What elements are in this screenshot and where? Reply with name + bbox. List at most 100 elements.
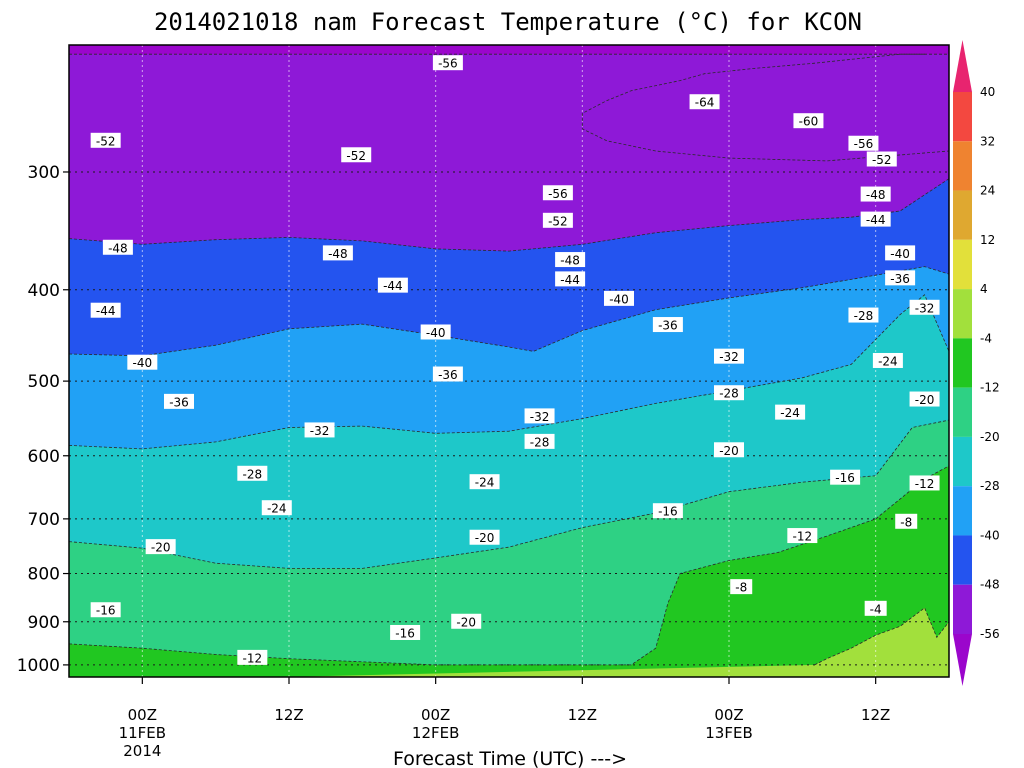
contour-label-box (730, 579, 753, 595)
contour-label-box (164, 393, 194, 409)
contour-label: -36 (885, 270, 916, 286)
colorbar-box (953, 486, 972, 536)
contour-label: -44 (860, 211, 891, 227)
contour-label: -28 (848, 307, 879, 323)
contour-label-box (127, 354, 158, 370)
contour-label: -28 (237, 465, 268, 481)
contour-label: -20 (469, 529, 500, 545)
contour-label-text: -24 (878, 354, 898, 368)
contour-fills (69, 45, 949, 677)
contour-label: -8 (730, 579, 753, 595)
contour-label-box (469, 474, 500, 490)
contour-label: -16 (390, 624, 421, 640)
contour-label: -24 (469, 474, 500, 490)
contour-label-text: -40 (609, 292, 629, 306)
colorbar-box (953, 387, 972, 437)
y-tick-label: 1000 (17, 656, 60, 676)
contour-label-text: -16 (658, 505, 678, 519)
contour-label-text: -8 (735, 581, 747, 595)
contour-label-box (909, 391, 940, 407)
contour-label: -16 (830, 469, 861, 485)
chart-title: 2014021018 nam Forecast Temperature (°C)… (154, 8, 862, 36)
contour-label-box (524, 433, 555, 449)
contour-label: -56 (542, 185, 573, 201)
contour-label-box (860, 186, 891, 202)
contour-label-box (341, 147, 372, 163)
contour-label: -48 (860, 186, 891, 202)
contour-label-box (860, 211, 891, 227)
contour-label-text: -32 (530, 410, 550, 424)
contour-label-box (909, 299, 940, 315)
colorbar-label: 32 (980, 134, 995, 148)
contour-label-text: -40 (133, 356, 153, 370)
colorbar-box (953, 338, 972, 388)
contour-label: -32 (524, 408, 555, 424)
contour-label: -28 (524, 433, 555, 449)
contour-label-text: -52 (96, 134, 116, 148)
x-tick-label: 12Z (274, 706, 303, 724)
contour-label-box (542, 185, 573, 201)
contour-label-text: -44 (560, 273, 580, 287)
contour-label-box (864, 600, 887, 616)
contour-label: -48 (102, 239, 133, 255)
contour-label-box (689, 94, 720, 110)
contour-label-text: -12 (793, 530, 813, 544)
contour-label: -36 (652, 317, 683, 333)
y-axis: 300 400 500 600 700 800 900 1000 (17, 163, 69, 676)
contour-line--28 (69, 294, 949, 450)
contour-label-box (90, 132, 121, 148)
contour-label-text: -44 (96, 304, 116, 318)
contour-label-box (830, 469, 861, 485)
contour-label: -24 (261, 500, 292, 516)
contour-label: -36 (432, 366, 463, 382)
contour-label: -12 (787, 528, 818, 544)
x-tick-label: 11FEB (119, 724, 166, 742)
contour-label-text: -20 (456, 615, 476, 629)
contour-label: -8 (895, 513, 918, 529)
contour-label-text: -40 (890, 247, 910, 261)
contour-label: -12 (237, 649, 268, 665)
contour-label-text: -36 (658, 319, 678, 333)
contour-label-box (793, 113, 824, 129)
contour-label-text: -24 (267, 502, 287, 516)
contour-label-text: -56 (854, 137, 874, 151)
colorbar-box (953, 535, 972, 585)
contour-label: -24 (775, 404, 806, 420)
contour-label-text: -20 (719, 444, 739, 458)
contour-label-text: -44 (866, 213, 886, 227)
contour-label: -44 (555, 271, 586, 287)
contour-label-text: -24 (780, 406, 800, 420)
contour-label: -20 (451, 613, 482, 629)
contour-label-box (714, 385, 744, 401)
colorbar-box (953, 584, 972, 634)
contour-label-text: -28 (854, 309, 874, 323)
contour-label-text: -16 (835, 471, 855, 485)
contour-label: -48 (322, 245, 353, 261)
contour-label: -32 (304, 422, 335, 438)
contour-label: -60 (793, 113, 824, 129)
x-tick-label: 13FEB (705, 724, 752, 742)
contour-label: -20 (909, 391, 940, 407)
contour-label: -24 (872, 352, 903, 368)
contour-label-box (469, 529, 500, 545)
contour-label-text: -48 (328, 247, 348, 261)
contour-label-box (895, 513, 918, 529)
contour-label-box (90, 602, 121, 618)
contour-line--48 (69, 178, 949, 252)
plot-frame (68, 44, 950, 678)
contour-label-text: -16 (96, 604, 116, 618)
contour-line--12 (69, 465, 949, 666)
x-tick-label: 2014 (123, 742, 161, 760)
contour-label-box (652, 317, 683, 333)
contour-label: -64 (689, 94, 720, 110)
x-tick-label: 00Z (128, 706, 157, 724)
contour-label-box (714, 442, 744, 458)
contour-label: -36 (164, 393, 194, 409)
contour-label-text: -20 (475, 531, 495, 545)
colorbar-box (953, 190, 972, 240)
contour-label: -12 (909, 475, 940, 491)
colorbar-label: -48 (980, 578, 1000, 592)
colorbar-box (953, 436, 972, 487)
colorbar-label: -40 (980, 528, 1000, 542)
